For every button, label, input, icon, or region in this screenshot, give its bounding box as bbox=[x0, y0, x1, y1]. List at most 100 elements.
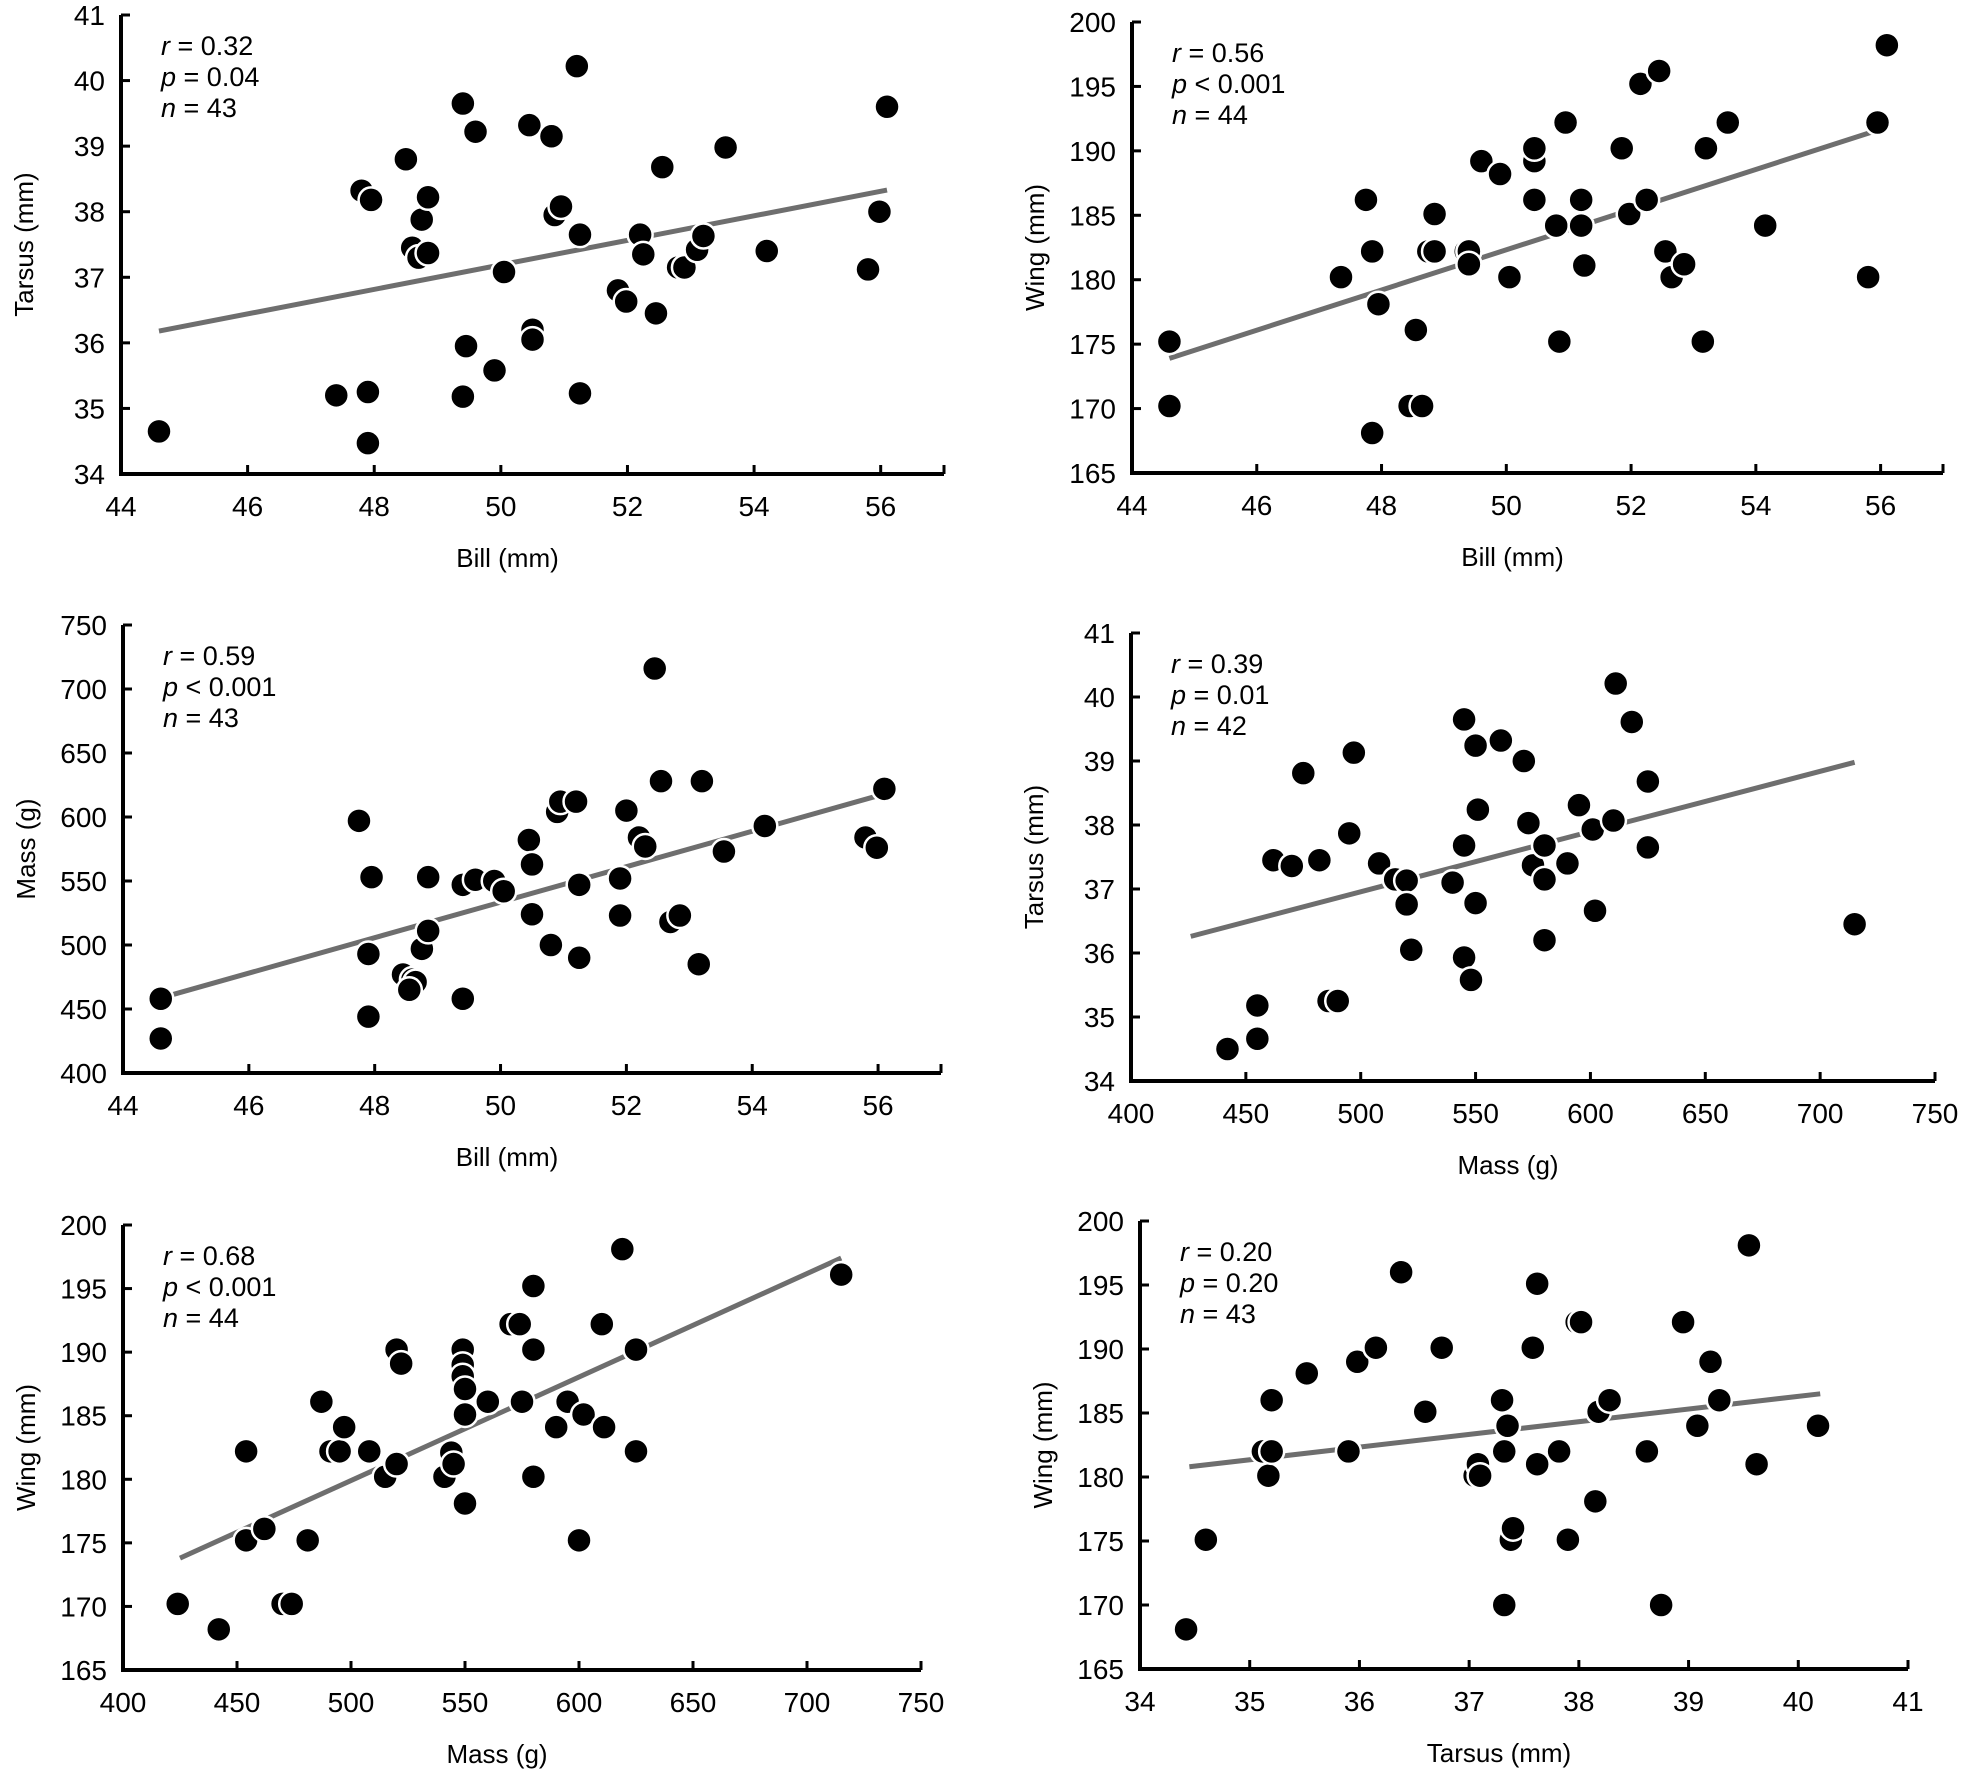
y-axis-title: Tarsus (mm) bbox=[1019, 785, 1049, 929]
data-point bbox=[414, 863, 442, 891]
x-tick-label: 56 bbox=[1865, 490, 1896, 521]
stat-n: n = 44 bbox=[1172, 100, 1248, 130]
data-point bbox=[1651, 237, 1680, 266]
data-point bbox=[1392, 866, 1421, 895]
x-tick-label: 37 bbox=[1454, 1686, 1485, 1717]
y-tick-label: 195 bbox=[1077, 1270, 1124, 1301]
x-tick-label: 46 bbox=[232, 491, 263, 522]
data-point bbox=[1450, 831, 1478, 860]
data-point bbox=[147, 985, 175, 1013]
data-point bbox=[145, 417, 173, 446]
data-point bbox=[870, 775, 899, 803]
data-point bbox=[1669, 1308, 1697, 1336]
data-point bbox=[1278, 852, 1306, 880]
y-axis-title: Wing (mm) bbox=[11, 1384, 41, 1511]
x-tick-label: 39 bbox=[1673, 1686, 1704, 1717]
x-tick-label: 550 bbox=[442, 1687, 489, 1718]
stat-p: p < 0.001 bbox=[162, 672, 276, 702]
data-point bbox=[1387, 1258, 1415, 1286]
data-point bbox=[147, 1024, 175, 1053]
data-point bbox=[518, 850, 546, 879]
y-axis-title: Wing (mm) bbox=[1028, 1381, 1058, 1508]
data-point bbox=[854, 255, 882, 284]
stat-n: n = 42 bbox=[1171, 711, 1247, 741]
x-tick-label: 600 bbox=[1567, 1098, 1614, 1129]
panel-bill-tarsus: 34 35 36 37 38 39 40 41 44 46 48 50 52 54 56 Bill (mm) T… bbox=[9, 0, 946, 573]
x-tick-label: 450 bbox=[1222, 1098, 1269, 1129]
stat-p: p < 0.001 bbox=[1171, 69, 1285, 99]
data-point bbox=[1495, 263, 1524, 291]
data-point bbox=[542, 1413, 570, 1441]
data-point bbox=[1461, 889, 1490, 917]
y-tick-label: 190 bbox=[1077, 1334, 1124, 1365]
x-tick-label: 450 bbox=[214, 1687, 261, 1718]
y-tick-label: 39 bbox=[74, 131, 105, 162]
data-point bbox=[232, 1437, 260, 1466]
data-point bbox=[449, 382, 477, 411]
data-point bbox=[1689, 327, 1717, 356]
data-point bbox=[1358, 237, 1386, 266]
y-tick-label: 36 bbox=[74, 328, 105, 359]
data-point bbox=[1570, 251, 1599, 280]
x-tick-label: 56 bbox=[865, 491, 896, 522]
data-point bbox=[1392, 890, 1421, 919]
data-point bbox=[537, 122, 566, 151]
data-point bbox=[414, 917, 442, 945]
y-tick-label: 180 bbox=[1069, 265, 1116, 296]
data-point bbox=[642, 299, 670, 328]
data-point bbox=[414, 183, 442, 212]
panel-tarsus-wing: 165 170 175 180 185 190 195 200 34 35 36 37 38 39 40 41… bbox=[1028, 1206, 1924, 1768]
x-tick-label: 44 bbox=[1116, 490, 1147, 521]
data-point bbox=[1397, 936, 1426, 964]
data-point bbox=[1634, 767, 1662, 796]
data-point bbox=[1634, 833, 1662, 862]
data-point bbox=[1696, 1348, 1725, 1376]
y-tick-label: 165 bbox=[1077, 1654, 1124, 1685]
data-point bbox=[1364, 290, 1393, 318]
y-tick-label: 35 bbox=[1084, 1002, 1115, 1033]
y-tick-label: 185 bbox=[1069, 200, 1116, 231]
data-point bbox=[1530, 926, 1559, 954]
x-tick-label: 52 bbox=[612, 491, 643, 522]
data-point bbox=[1172, 1615, 1200, 1644]
regression-line bbox=[158, 187, 888, 334]
data-point bbox=[565, 1526, 593, 1555]
stat-n: n = 43 bbox=[163, 703, 239, 733]
x-tick-label: 46 bbox=[233, 1090, 264, 1121]
data-point bbox=[1257, 1386, 1286, 1414]
y-tick-label: 165 bbox=[60, 1655, 107, 1686]
y-tick-label: 650 bbox=[60, 738, 107, 769]
data-point bbox=[1565, 791, 1593, 819]
data-point bbox=[1542, 211, 1570, 240]
y-axis-title: Wing (mm) bbox=[1020, 184, 1050, 311]
data-point bbox=[293, 1526, 322, 1555]
data-point bbox=[606, 901, 634, 930]
data-point bbox=[537, 931, 565, 959]
data-point bbox=[354, 1002, 383, 1031]
y-tick-label: 200 bbox=[1069, 7, 1116, 38]
y-tick-label: 165 bbox=[1069, 458, 1116, 489]
x-tick-label: 500 bbox=[328, 1687, 375, 1718]
data-point bbox=[1735, 1231, 1763, 1260]
x-axis-title: Bill (mm) bbox=[456, 543, 559, 573]
x-tick-label: 700 bbox=[784, 1687, 831, 1718]
x-tick-label: 750 bbox=[898, 1687, 945, 1718]
data-point bbox=[565, 871, 593, 899]
data-point bbox=[666, 901, 694, 930]
stat-r: r = 0.56 bbox=[1172, 38, 1264, 68]
panel-bill-wing: 165 170 175 180 185 190 195 200 44 46 48 50 52 54 56 Bi… bbox=[1020, 7, 1945, 572]
data-point bbox=[322, 381, 350, 410]
data-point bbox=[1863, 108, 1892, 137]
data-point bbox=[1645, 57, 1673, 85]
data-point bbox=[1523, 1269, 1551, 1298]
x-tick-label: 700 bbox=[1797, 1098, 1844, 1129]
data-point bbox=[865, 197, 894, 226]
data-point bbox=[461, 117, 490, 146]
data-point bbox=[1490, 1437, 1519, 1466]
x-axis-title: Bill (mm) bbox=[1461, 542, 1564, 572]
x-tick-label: 400 bbox=[1108, 1098, 1155, 1129]
data-point bbox=[1487, 726, 1515, 755]
data-point bbox=[1551, 108, 1580, 137]
data-point bbox=[1155, 392, 1184, 420]
data-point bbox=[711, 133, 740, 162]
